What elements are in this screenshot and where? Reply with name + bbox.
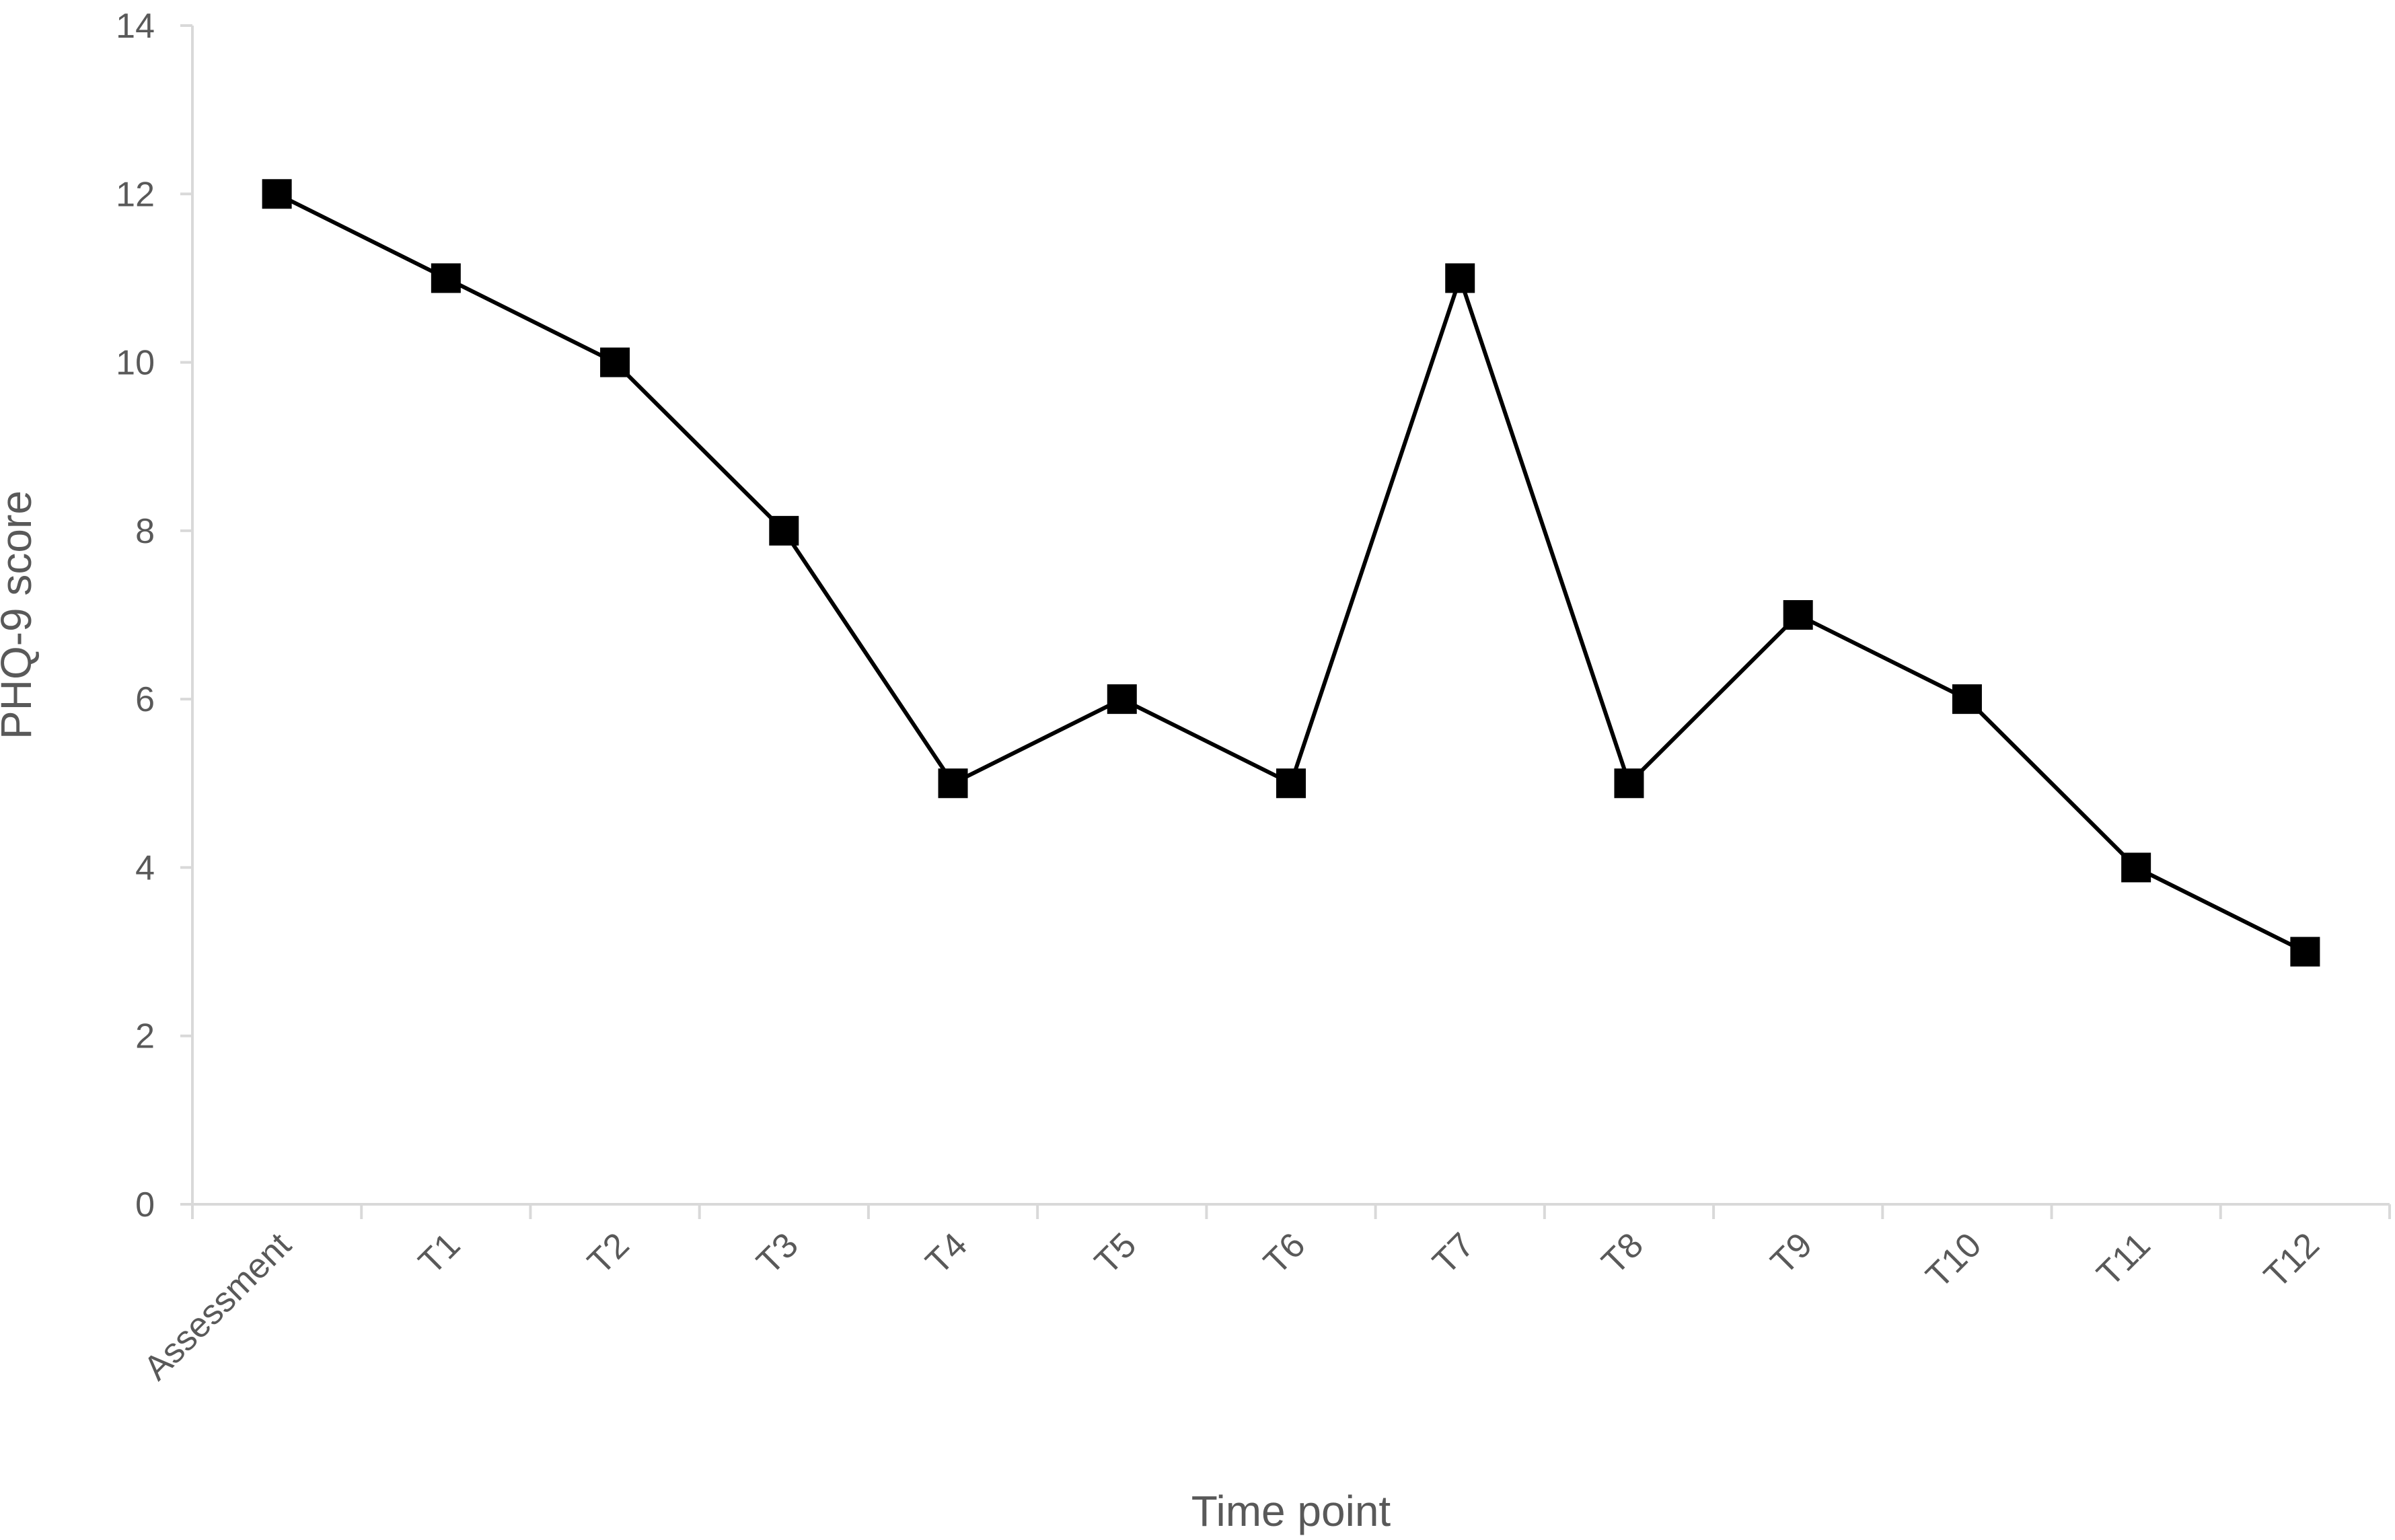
y-tick-label: 6: [135, 680, 155, 719]
y-axis: 0 2 4 6 8 10 12 14: [116, 7, 194, 1224]
y-axis-title: PHQ-9 score: [0, 490, 40, 739]
x-tick-label: T7: [1426, 1225, 1482, 1282]
y-tick-label: 4: [135, 848, 155, 887]
x-tick-label: T9: [1763, 1225, 1820, 1282]
series-line: [276, 192, 2306, 954]
x-axis-title: Time point: [1191, 1487, 1391, 1535]
y-tick-label: 0: [135, 1185, 155, 1224]
x-tick-label: T11: [2090, 1225, 2158, 1294]
y-tick-label: 8: [135, 512, 155, 551]
data-point-marker: [1107, 684, 1137, 714]
y-tick-label: 12: [116, 175, 155, 214]
x-tick-label: T1: [411, 1225, 468, 1282]
y-tick-label: 2: [135, 1017, 155, 1056]
x-tick-label: Assessment: [137, 1225, 299, 1388]
x-tick-label: T2: [581, 1225, 637, 1282]
x-tick-label: T8: [1594, 1225, 1651, 1282]
series-phq9: [262, 179, 2320, 967]
data-point-marker: [1276, 768, 1306, 799]
x-tick-label: T5: [1087, 1225, 1144, 1282]
data-point-marker: [2290, 937, 2320, 967]
data-point-marker: [1445, 263, 1475, 293]
x-tick-label: T6: [1257, 1225, 1313, 1282]
x-tick-label: T12: [2256, 1225, 2326, 1295]
x-tick-label: T3: [749, 1225, 806, 1282]
data-point-marker: [1783, 600, 1813, 630]
x-tick-label: T4: [918, 1225, 975, 1282]
x-tick-label: T10: [1919, 1225, 1989, 1295]
data-point-marker: [1614, 768, 1644, 799]
data-point-marker: [2121, 852, 2151, 883]
x-axis: Assessment T1 T2 T3 T4 T5 T6 T7 T8 T9 T10 T11 T12: [137, 1203, 2391, 1388]
y-tick-label: 10: [116, 344, 155, 383]
data-point-marker: [431, 263, 461, 293]
y-tick-label: 14: [116, 7, 155, 46]
data-point-marker: [1952, 684, 1982, 714]
data-point-marker: [769, 515, 799, 546]
data-point-marker: [938, 768, 968, 799]
data-point-marker: [600, 347, 630, 377]
data-point-marker: [262, 179, 292, 209]
